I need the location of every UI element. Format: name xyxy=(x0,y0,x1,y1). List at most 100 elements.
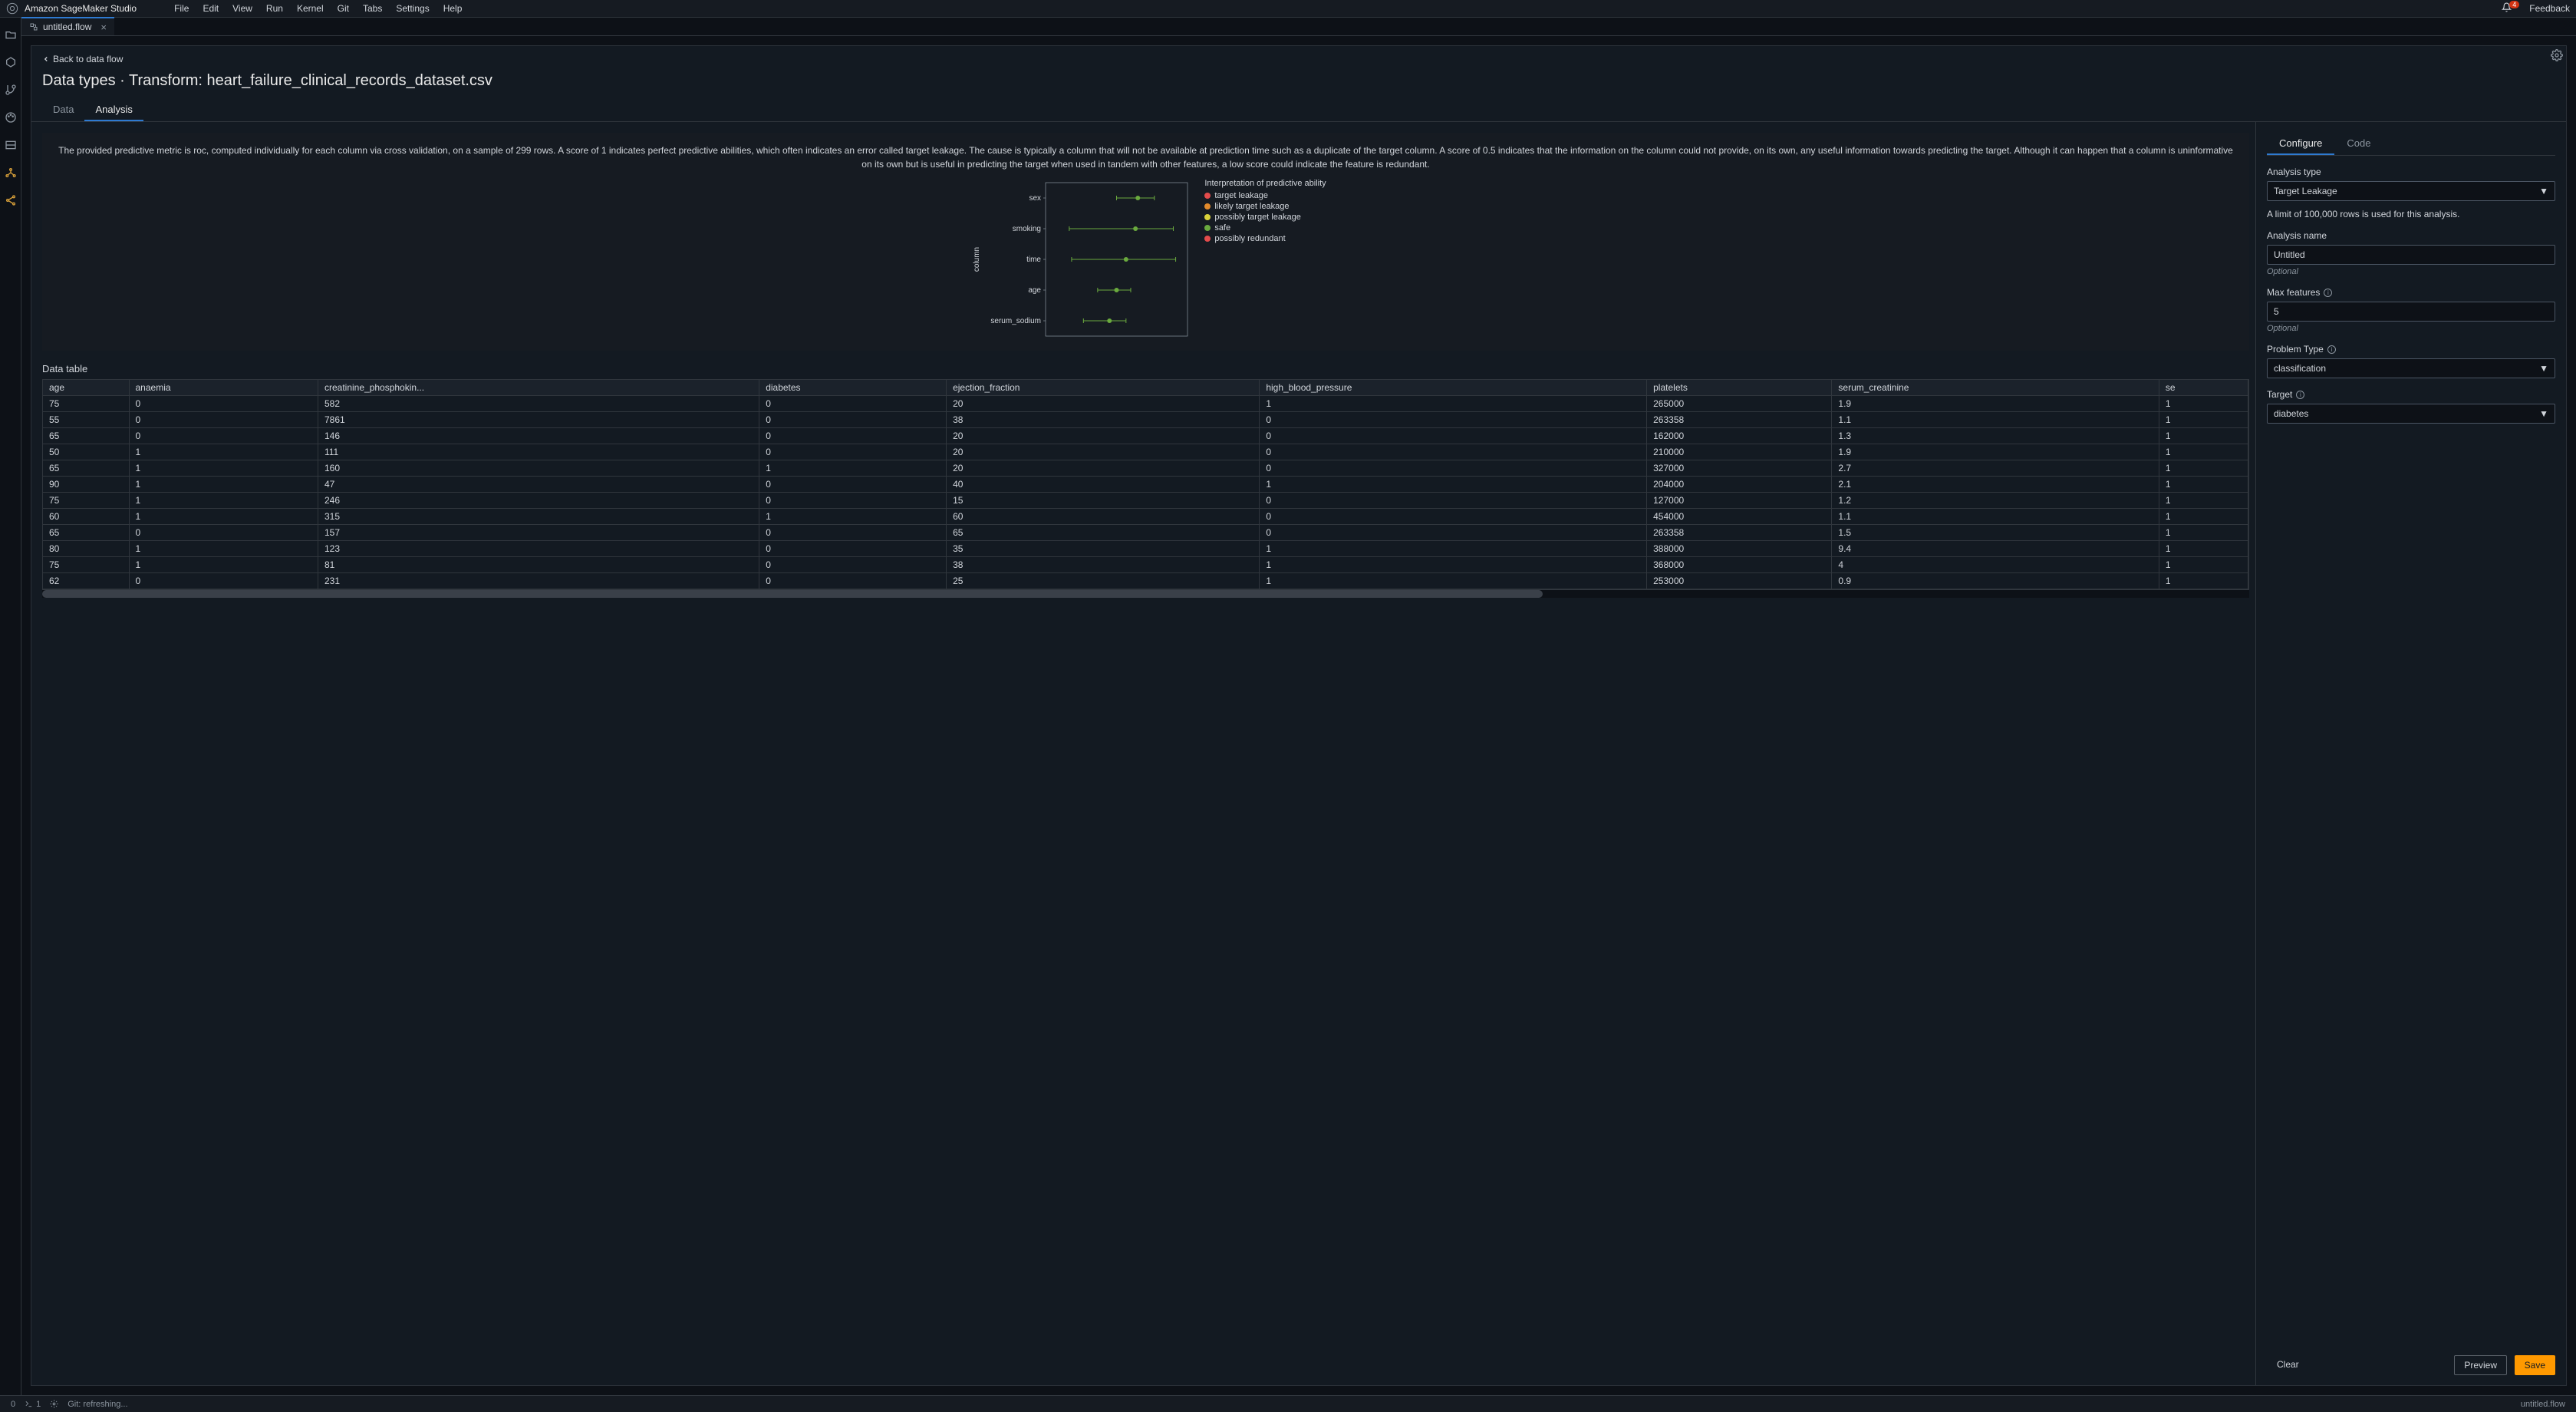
table-cell: 0 xyxy=(759,477,947,493)
table-cell: 55 xyxy=(43,412,129,428)
table-cell: 50 xyxy=(43,444,129,460)
status-gear[interactable] xyxy=(45,1400,63,1408)
menu-git[interactable]: Git xyxy=(331,3,356,14)
config-tab-code[interactable]: Code xyxy=(2334,133,2383,155)
status-terminal[interactable]: 1 xyxy=(20,1400,45,1409)
table-row[interactable]: 75058202012650001.91 xyxy=(43,396,2248,412)
table-header[interactable]: anaemia xyxy=(129,380,318,396)
table-cell: 1 xyxy=(759,460,947,477)
hexagon-icon[interactable] xyxy=(5,56,17,68)
table-row[interactable]: 65116012003270002.71 xyxy=(43,460,2248,477)
preview-button[interactable]: Preview xyxy=(2454,1355,2507,1375)
status-git[interactable]: Git: refreshing... xyxy=(63,1400,132,1409)
file-tab[interactable]: untitled.flow × xyxy=(21,17,114,35)
table-row[interactable]: 62023102512530000.91 xyxy=(43,573,2248,589)
table-header[interactable]: ejection_fraction xyxy=(947,380,1260,396)
status-zero[interactable]: 0 xyxy=(6,1400,20,1409)
table-header[interactable]: se xyxy=(2159,380,2248,396)
config-tab-configure[interactable]: Configure xyxy=(2267,133,2334,155)
menu-help[interactable]: Help xyxy=(436,3,469,14)
table-cell: 35 xyxy=(947,541,1260,557)
back-link[interactable]: Back to data flow xyxy=(31,46,2566,68)
menu-view[interactable]: View xyxy=(226,3,259,14)
menu-settings[interactable]: Settings xyxy=(389,3,436,14)
legend-label: likely target leakage xyxy=(1214,202,1289,211)
table-cell: 2.7 xyxy=(1832,460,2159,477)
table-row[interactable]: 80112303513880009.41 xyxy=(43,541,2248,557)
table-cell: 1.1 xyxy=(1832,509,2159,525)
table-header[interactable]: platelets xyxy=(1647,380,1832,396)
data-table-wrap[interactable]: ageanaemiacreatinine_phosphokin...diabet… xyxy=(42,379,2249,590)
page-heading: Data types · Transform: heart_failure_cl… xyxy=(31,68,2566,99)
menu-kernel[interactable]: Kernel xyxy=(290,3,331,14)
table-row[interactable]: 50111102002100001.91 xyxy=(43,444,2248,460)
table-header[interactable]: high_blood_pressure xyxy=(1260,380,1647,396)
menu-edit[interactable]: Edit xyxy=(196,3,226,14)
config-footer: Clear Preview Save xyxy=(2267,1345,2555,1374)
folder-icon[interactable] xyxy=(5,28,17,41)
table-cell: 1 xyxy=(2159,477,2248,493)
max-features-input[interactable] xyxy=(2267,302,2555,322)
table-cell: 246 xyxy=(318,493,759,509)
table-header[interactable]: serum_creatinine xyxy=(1832,380,2159,396)
tab-data[interactable]: Data xyxy=(42,99,84,121)
table-cell: 20 xyxy=(947,444,1260,460)
feedback-link[interactable]: Feedback xyxy=(2529,3,2570,14)
notification-badge[interactable]: 4 xyxy=(2509,1,2519,8)
table-cell: 0 xyxy=(759,412,947,428)
table-row[interactable]: 550786103802633581.11 xyxy=(43,412,2248,428)
analysis-type-select[interactable]: Target Leakage ▼ xyxy=(2267,181,2555,201)
table-row[interactable]: 75181038136800041 xyxy=(43,557,2248,573)
tab-analysis[interactable]: Analysis xyxy=(84,99,143,121)
table-cell: 7861 xyxy=(318,412,759,428)
table-cell: 1 xyxy=(2159,541,2248,557)
git-icon[interactable] xyxy=(5,84,17,96)
table-row[interactable]: 9014704012040002.11 xyxy=(43,477,2248,493)
problem-type-select[interactable]: classification ▼ xyxy=(2267,358,2555,378)
gear-icon[interactable] xyxy=(2546,45,2568,66)
table-cell: 388000 xyxy=(1647,541,1832,557)
max-features-label: Max features i xyxy=(2267,287,2555,298)
table-cell: 62 xyxy=(43,573,129,589)
info-icon[interactable]: i xyxy=(2296,391,2304,399)
node-icon[interactable] xyxy=(5,167,17,179)
info-icon[interactable]: i xyxy=(2324,289,2332,297)
table-row[interactable]: 65015706502633581.51 xyxy=(43,525,2248,541)
table-header[interactable]: creatinine_phosphokin... xyxy=(318,380,759,396)
analysis-name-input[interactable] xyxy=(2267,245,2555,265)
palette-icon[interactable] xyxy=(5,111,17,124)
horizontal-scrollbar-track[interactable] xyxy=(42,590,2249,598)
table-row[interactable]: 60131516004540001.11 xyxy=(43,509,2248,525)
table-cell: 1 xyxy=(2159,396,2248,412)
legend-item: target leakage xyxy=(1204,191,1326,200)
close-icon[interactable]: × xyxy=(100,21,107,33)
target-value: diabetes xyxy=(2274,408,2308,419)
table-cell: 1 xyxy=(129,557,318,573)
menu-file[interactable]: File xyxy=(167,3,196,14)
info-icon[interactable]: i xyxy=(2327,345,2336,354)
menu-run[interactable]: Run xyxy=(259,3,290,14)
table-cell: 162000 xyxy=(1647,428,1832,444)
legend-dot-icon xyxy=(1204,203,1211,209)
table-row[interactable]: 75124601501270001.21 xyxy=(43,493,2248,509)
table-row[interactable]: 65014602001620001.31 xyxy=(43,428,2248,444)
target-select[interactable]: diabetes ▼ xyxy=(2267,404,2555,424)
share-icon[interactable] xyxy=(5,194,17,206)
table-cell: 90 xyxy=(43,477,129,493)
table-header[interactable]: age xyxy=(43,380,129,396)
table-cell: 0 xyxy=(129,412,318,428)
table-cell: 20 xyxy=(947,396,1260,412)
table-cell: 0 xyxy=(1260,412,1647,428)
menu-tabs[interactable]: Tabs xyxy=(356,3,389,14)
problem-type-label: Problem Type i xyxy=(2267,344,2555,355)
table-cell: 1 xyxy=(1260,477,1647,493)
status-filename: untitled.flow xyxy=(2516,1400,2570,1409)
clear-button[interactable]: Clear xyxy=(2267,1354,2309,1374)
config-pane: Configure Code Analysis type Target Leak… xyxy=(2255,122,2566,1385)
table-header[interactable]: diabetes xyxy=(759,380,947,396)
horizontal-scrollbar-thumb[interactable] xyxy=(42,590,1543,598)
table-cell: 0 xyxy=(129,428,318,444)
table-cell: 1 xyxy=(2159,509,2248,525)
save-button[interactable]: Save xyxy=(2515,1355,2555,1375)
panel-icon[interactable] xyxy=(5,139,17,151)
